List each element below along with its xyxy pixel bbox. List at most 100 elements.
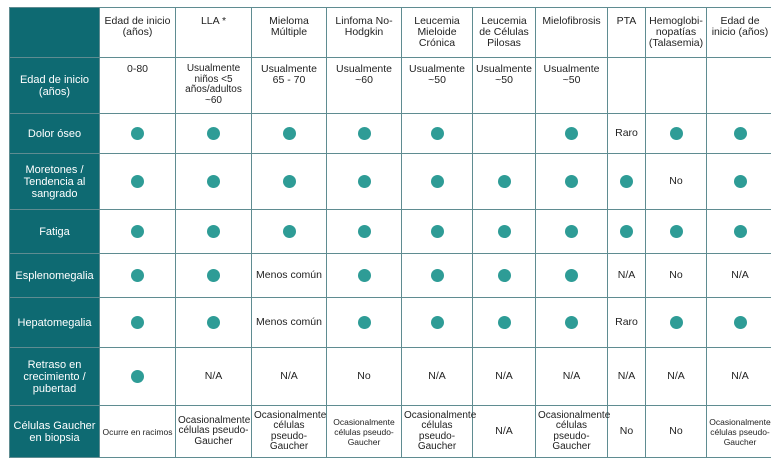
table-cell: No [646, 254, 707, 298]
table-cell: No [327, 348, 402, 406]
column-header: Leucemia Mieloide Crónica [402, 8, 473, 58]
table-cell: Raro [608, 298, 646, 348]
filled-circle-icon [131, 225, 144, 238]
filled-circle-icon [431, 225, 444, 238]
filled-circle-icon [207, 127, 220, 140]
table-cell: N/A [707, 348, 771, 406]
filled-circle-icon [131, 316, 144, 329]
cell-text: N/A [495, 425, 513, 437]
filled-circle-icon [565, 127, 578, 140]
table-row: Fatiga [10, 210, 771, 254]
table-cell [646, 210, 707, 254]
row-header: Edad de inicio (años) [10, 58, 100, 114]
cell-text: No [669, 175, 682, 187]
row-header: Moretones / Tendencia al sangrado [10, 154, 100, 210]
filled-circle-icon [670, 127, 683, 140]
table-cell [536, 210, 608, 254]
filled-circle-icon [734, 225, 747, 238]
table-cell: No [608, 406, 646, 458]
column-header: Edad de inicio (años) [707, 8, 771, 58]
cell-text: Ocasionalmente células pseudo-Gaucher [333, 417, 394, 447]
filled-circle-icon [358, 175, 371, 188]
table-cell [252, 154, 327, 210]
table-cell [707, 298, 771, 348]
table-cell: N/A [176, 348, 252, 406]
table-cell [327, 298, 402, 348]
table-cell [707, 210, 771, 254]
table-cell [100, 348, 176, 406]
cell-text: Ocasionalmente células pseudo-Gaucher [254, 410, 326, 453]
table-cell [327, 154, 402, 210]
filled-circle-icon [431, 269, 444, 282]
table-cell: Ocasionalmente células pseudo-Gaucher [176, 406, 252, 458]
table-cell: No [646, 154, 707, 210]
table-row: Hepatomegalia Menos común Raro [10, 298, 771, 348]
table-cell: N/A [707, 254, 771, 298]
cell-text: Raro [615, 316, 638, 328]
table-cell [646, 114, 707, 154]
row-header: Fatiga [10, 210, 100, 254]
filled-circle-icon [498, 316, 511, 329]
cell-text: Usualmente ~50 [543, 63, 599, 86]
filled-circle-icon [283, 175, 296, 188]
table-cell: N/A [402, 348, 473, 406]
cell-text: Ocasionalmente células pseudo-Gaucher [404, 410, 476, 453]
table-cell [252, 114, 327, 154]
table-cell [707, 114, 771, 154]
cell-text: Ocasionalmente células pseudo-Gaucher [178, 415, 250, 447]
row-header: Hepatomegalia [10, 298, 100, 348]
cell-text: N/A [667, 370, 685, 382]
cell-text: Menos común [256, 316, 322, 328]
table-cell [402, 210, 473, 254]
filled-circle-icon [283, 225, 296, 238]
filled-circle-icon [670, 225, 683, 238]
filled-circle-icon [498, 175, 511, 188]
table-cell: Ocurre en racimos [100, 406, 176, 458]
filled-circle-icon [131, 370, 144, 383]
filled-circle-icon [431, 127, 444, 140]
table-cell [176, 298, 252, 348]
filled-circle-icon [620, 225, 633, 238]
cell-text: No [669, 425, 682, 437]
column-header: Linfoma No-Hodgkin [327, 8, 402, 58]
cell-text: Menos común [256, 269, 322, 281]
filled-circle-icon [131, 269, 144, 282]
row-header: Dolor óseo [10, 114, 100, 154]
column-header: Hemoglobi-nopatías (Talasemia) [646, 8, 707, 58]
table-cell [100, 154, 176, 210]
table-cell: Usualmente niños <5 años/adultos ~60 [176, 58, 252, 114]
table-cell: 0-80 [100, 58, 176, 114]
table-cell: N/A [473, 406, 536, 458]
cell-text: 0-80 [127, 63, 148, 75]
cell-text: Ocasionalmente células pseudo-Gaucher [538, 410, 610, 453]
table-cell: Usualmente ~50 [402, 58, 473, 114]
table-cell [327, 254, 402, 298]
table-cell: Raro [608, 114, 646, 154]
table-cell: Ocasionalmente células pseudo-Gaucher [327, 406, 402, 458]
cell-text: Usualmente niños <5 años/adultos ~60 [185, 63, 242, 106]
table-cell: Usualmente ~50 [473, 58, 536, 114]
table-cell: No [646, 406, 707, 458]
table-row: Edad de inicio (años) 0-80 Usualmente niño… [10, 58, 771, 114]
filled-circle-icon [734, 127, 747, 140]
table-cell [608, 154, 646, 210]
table-cell: Ocasionalmente células pseudo-Gaucher [402, 406, 473, 458]
table-cell [608, 210, 646, 254]
cell-text: Raro [615, 127, 638, 139]
table-cell [176, 254, 252, 298]
table-cell: N/A [646, 348, 707, 406]
cell-text: No [357, 370, 370, 382]
cell-text: No [669, 269, 682, 281]
filled-circle-icon [431, 175, 444, 188]
table-cell [100, 254, 176, 298]
table-cell [402, 154, 473, 210]
table-cell: N/A [536, 348, 608, 406]
filled-circle-icon [734, 316, 747, 329]
table-cell [402, 114, 473, 154]
table-cell [608, 58, 646, 114]
table-cell [402, 254, 473, 298]
table-cell [536, 114, 608, 154]
table-cell [100, 210, 176, 254]
cell-text: N/A [428, 370, 446, 382]
